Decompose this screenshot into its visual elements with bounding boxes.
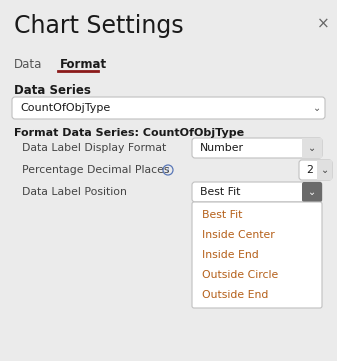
Text: Percentage Decimal Places: Percentage Decimal Places (22, 165, 170, 175)
Text: Outside Circle: Outside Circle (202, 270, 278, 280)
FancyBboxPatch shape (192, 182, 322, 202)
Text: Data Series: Data Series (14, 84, 91, 97)
Text: ⌄: ⌄ (321, 165, 329, 175)
Text: Data Label Display Format: Data Label Display Format (22, 143, 166, 153)
Text: i: i (167, 167, 169, 173)
Text: Best Fit: Best Fit (202, 210, 242, 220)
Text: ⌄: ⌄ (308, 143, 316, 153)
Text: Outside End: Outside End (202, 290, 268, 300)
Text: Chart Settings: Chart Settings (14, 14, 184, 38)
Text: Data Label Position: Data Label Position (22, 187, 127, 197)
Text: ×: × (317, 16, 329, 31)
FancyBboxPatch shape (192, 202, 322, 308)
FancyBboxPatch shape (12, 97, 325, 119)
FancyBboxPatch shape (299, 160, 332, 180)
Text: CountOfObjType: CountOfObjType (20, 103, 110, 113)
Text: Format Data Series: CountOfObjType: Format Data Series: CountOfObjType (14, 128, 244, 138)
Text: ⌄: ⌄ (308, 187, 316, 197)
Bar (317, 160, 332, 180)
Bar (302, 138, 322, 158)
FancyBboxPatch shape (302, 182, 322, 202)
Text: ⌄: ⌄ (313, 103, 321, 113)
Text: Inside End: Inside End (202, 250, 259, 260)
Text: Best Fit: Best Fit (200, 187, 240, 197)
Text: Inside Center: Inside Center (202, 230, 275, 240)
FancyBboxPatch shape (192, 138, 322, 158)
Text: Format: Format (60, 58, 107, 71)
Text: 2: 2 (306, 165, 313, 175)
Text: Number: Number (200, 143, 244, 153)
Bar (192, 202, 322, 308)
Text: Data: Data (14, 58, 42, 71)
